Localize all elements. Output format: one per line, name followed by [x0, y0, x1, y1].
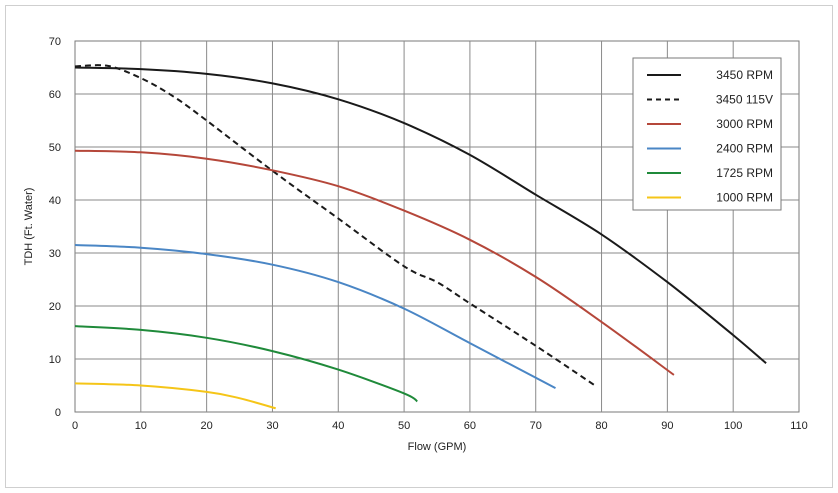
legend-box	[632, 57, 782, 211]
y-tick-labels: 0 10 20 30 40 50 60 70	[49, 36, 61, 419]
y-tick-label: 20	[49, 301, 61, 313]
series-line-3450-115v	[74, 64, 596, 387]
y-tick-label: 0	[55, 407, 61, 419]
series-line-1725-rpm	[74, 325, 418, 403]
x-tick-label: 20	[201, 420, 213, 432]
x-tick-label: 70	[530, 420, 542, 432]
x-tick-label: 100	[724, 420, 742, 432]
series-line-2400-rpm	[74, 244, 556, 389]
legend-background	[632, 57, 782, 211]
x-tick-label: 10	[135, 420, 147, 432]
x-tick-label: 90	[661, 420, 673, 432]
chart-frame	[5, 5, 833, 488]
series-line-1000-rpm	[74, 382, 276, 410]
series-line-3450-rpm	[74, 66, 767, 364]
legend-label: 1725 RPM	[716, 166, 773, 180]
x-tick-label: 60	[464, 420, 476, 432]
x-tick-labels: 0 10 20 30 40 50 60 70 80 90 100 110	[72, 420, 808, 432]
legend: 3450 RPM 3450 115V 3000 RPM 2400 RPM 1725 RP…	[647, 68, 773, 205]
legend-label: 2400 RPM	[716, 142, 773, 156]
x-axis-title: Flow (GPM)	[408, 441, 467, 453]
y-axis-title: TDH (Ft. Water)	[23, 188, 35, 266]
y-tick-label: 10	[49, 354, 61, 366]
legend-label: 3000 RPM	[716, 117, 773, 131]
x-tick-label: 30	[266, 420, 278, 432]
legend-label: 3450 115V	[716, 93, 773, 107]
x-tick-label: 0	[72, 420, 78, 432]
x-tick-label: 40	[332, 420, 344, 432]
legend-label: 3450 RPM	[716, 68, 773, 82]
y-tick-label: 30	[49, 248, 61, 260]
y-tick-label: 40	[49, 195, 61, 207]
x-tick-label: 110	[790, 420, 808, 432]
x-tick-label: 80	[595, 420, 607, 432]
legend-label: 1000 RPM	[716, 191, 773, 205]
plot-border	[74, 40, 800, 413]
series-lines	[74, 64, 767, 410]
y-tick-label: 50	[49, 142, 61, 154]
y-tick-label: 60	[49, 89, 61, 101]
y-tick-label: 70	[49, 36, 61, 48]
series-line-3000-rpm	[74, 149, 675, 376]
x-tick-label: 50	[398, 420, 410, 432]
